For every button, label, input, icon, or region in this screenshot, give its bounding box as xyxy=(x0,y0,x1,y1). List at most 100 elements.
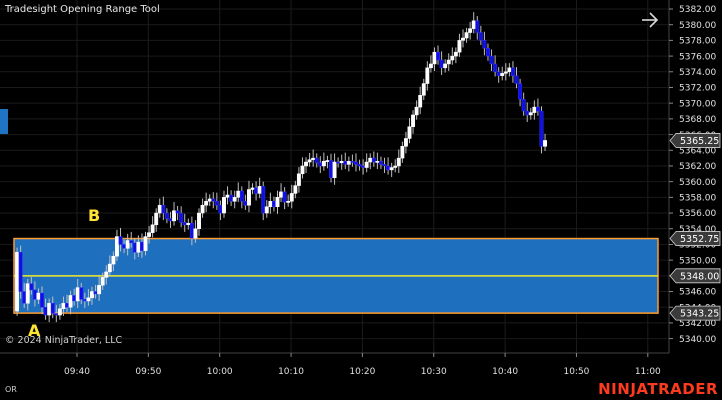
candle-body xyxy=(339,160,344,164)
price-callout-or-high: 5352.75 xyxy=(669,231,721,246)
candle-body xyxy=(200,204,205,214)
candle-body xyxy=(197,212,201,229)
price-callout-or-low: 5343.25 xyxy=(669,305,721,321)
x-tick-label: 11:00 xyxy=(635,367,661,377)
candle-body xyxy=(371,157,376,163)
x-tick-label: 09:50 xyxy=(135,367,161,377)
y-tick-label: 5356.00 xyxy=(679,209,716,219)
candle-body xyxy=(364,161,369,168)
candle-body xyxy=(218,204,223,214)
y-tick-label: 5364.00 xyxy=(679,146,716,156)
candle-body xyxy=(29,283,34,291)
marker-b: B xyxy=(88,206,101,225)
candle-body xyxy=(261,186,266,214)
logo-text-right: TRADER xyxy=(647,380,718,398)
candle-body xyxy=(304,161,308,167)
candle-body xyxy=(450,55,455,61)
candle-body xyxy=(168,218,173,222)
candle-body xyxy=(336,161,341,164)
candle-body xyxy=(375,160,380,163)
price-callout-text: 5343.25 xyxy=(680,309,719,320)
candle-body xyxy=(57,308,62,316)
y-tick-label: 5340.00 xyxy=(679,335,716,345)
candle-body xyxy=(111,255,116,265)
candle-body xyxy=(236,190,241,198)
candle-body xyxy=(207,198,212,202)
candle-body xyxy=(379,160,383,165)
y-tick-label: 5342.00 xyxy=(679,319,716,329)
candle-body xyxy=(157,204,162,214)
y-tick-label: 5360.00 xyxy=(679,178,716,188)
candle-body xyxy=(179,212,184,223)
candle-body xyxy=(40,292,44,308)
candle-body xyxy=(468,28,473,33)
candle-body xyxy=(125,240,130,249)
candle-body xyxy=(446,59,451,65)
candle-body xyxy=(400,146,405,159)
candle-body xyxy=(514,75,519,84)
price-axis xyxy=(669,0,722,353)
candle-body xyxy=(211,198,216,202)
candle-body xyxy=(47,303,52,316)
candle-body xyxy=(311,157,316,160)
candle-body xyxy=(518,83,523,100)
y-tick-label: 5362.00 xyxy=(679,162,716,172)
candle-body xyxy=(478,32,483,41)
candle-body xyxy=(500,73,505,76)
candle-body xyxy=(161,204,166,214)
candle-body xyxy=(189,222,194,239)
candle-body xyxy=(107,263,112,273)
candle-body xyxy=(289,193,294,202)
candle-body xyxy=(100,277,105,286)
y-tick-label: 5378.00 xyxy=(679,37,716,47)
x-tick-label: 09:40 xyxy=(64,367,90,377)
candle-body xyxy=(32,289,37,300)
price-callout-box xyxy=(669,133,721,148)
y-tick-label: 5346.00 xyxy=(679,288,716,298)
candle-body xyxy=(129,240,134,244)
candle-body xyxy=(250,187,255,190)
candle-body xyxy=(204,201,209,206)
candle-body xyxy=(232,197,237,202)
candle-body xyxy=(257,186,262,194)
candle-body xyxy=(229,194,234,202)
price-callout-or-mid: 5348.00 xyxy=(669,268,721,284)
candle-body xyxy=(65,303,69,308)
candle-body xyxy=(268,201,273,208)
candle-body xyxy=(222,197,226,214)
candle-body xyxy=(147,232,152,237)
candle-body xyxy=(321,160,326,167)
candle-body xyxy=(132,242,137,253)
candle-body xyxy=(357,164,362,167)
y-tick-label: 5358.00 xyxy=(679,194,716,204)
candle-body xyxy=(254,187,259,194)
x-tick-label: 10:00 xyxy=(207,367,233,377)
candle-body xyxy=(507,67,512,73)
candle-body xyxy=(15,252,20,312)
chart-title: Tradesight Opening Range Tool xyxy=(5,4,160,15)
candle-body xyxy=(496,71,501,76)
candle-body xyxy=(436,51,440,61)
candle-body xyxy=(432,51,437,65)
side-panel-tab-icon[interactable] xyxy=(0,109,8,134)
candle-body xyxy=(318,162,323,167)
logo-text-mid: A xyxy=(636,380,648,398)
candle-body xyxy=(136,241,141,253)
candle-body xyxy=(453,51,458,57)
candle-body xyxy=(307,159,312,163)
candle-body xyxy=(115,236,119,257)
candle-body xyxy=(50,303,55,314)
candle-body xyxy=(332,161,337,178)
y-tick-label: 5376.00 xyxy=(679,52,716,62)
candle-body xyxy=(532,106,537,113)
candle-body xyxy=(503,71,508,74)
candle-body xyxy=(528,112,533,116)
logo-text-left: NINJ xyxy=(598,380,637,398)
candle-body xyxy=(97,284,102,295)
arrow-right-icon[interactable] xyxy=(640,10,660,30)
candle-body xyxy=(421,83,426,96)
candle-body xyxy=(286,201,291,203)
candle-body xyxy=(300,165,305,175)
candle-body xyxy=(264,206,269,214)
